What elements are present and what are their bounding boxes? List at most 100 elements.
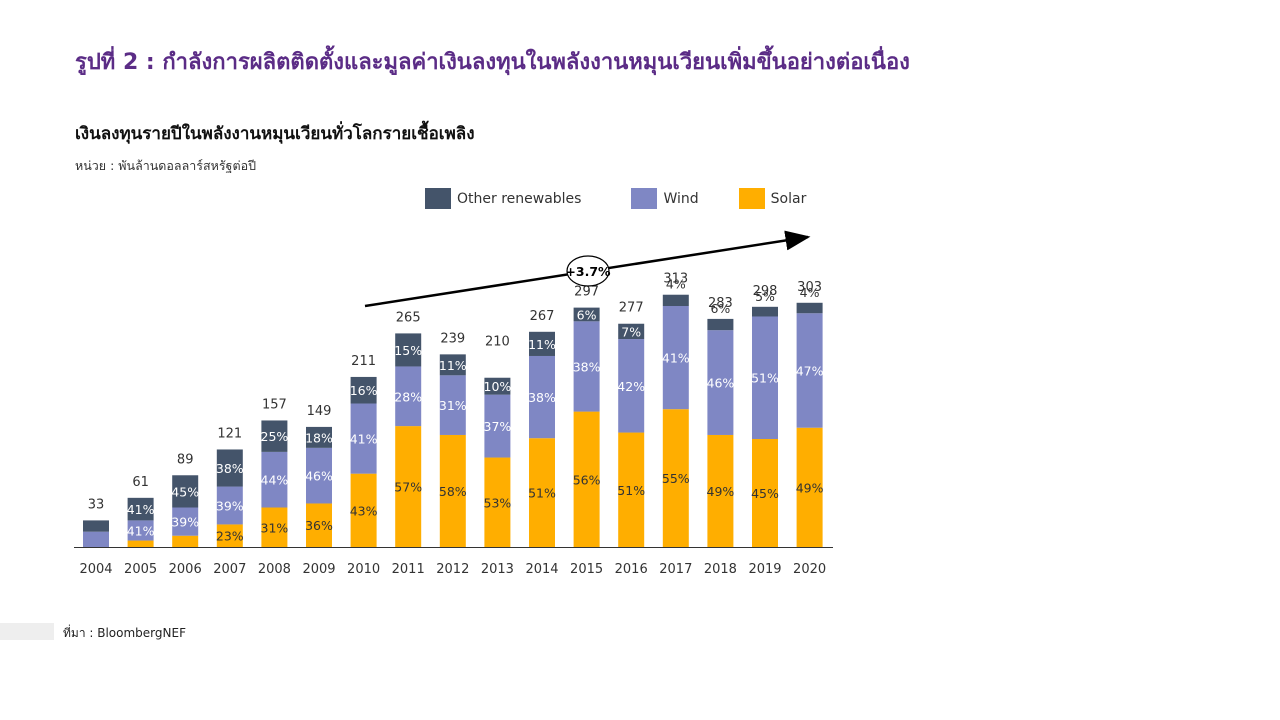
- bar-solar-2011: [395, 426, 422, 547]
- data-label-wind-2011: 28%: [394, 389, 422, 404]
- data-label-solar-2015: 56%: [573, 472, 601, 487]
- data-label-wind-2018: 46%: [707, 376, 735, 391]
- bar-wind-2012: [439, 375, 466, 435]
- source-bar: [0, 623, 54, 640]
- total-label-2020: 303: [797, 280, 822, 295]
- bar-solar-2018: [707, 434, 734, 547]
- total-label-2010: 211: [351, 354, 376, 369]
- x-tick-label-2008: 2008: [258, 562, 291, 577]
- data-label-other-2020: 4%: [800, 285, 820, 300]
- bar-other-2006: [172, 475, 199, 508]
- data-label-solar-2012: 58%: [439, 484, 467, 499]
- legend-label-wind: Wind: [663, 190, 699, 207]
- data-label-wind-2016: 42%: [617, 379, 645, 394]
- x-tick-label-2014: 2014: [525, 562, 558, 577]
- x-tick-label-2005: 2005: [124, 562, 157, 577]
- data-label-solar-2016: 51%: [617, 483, 645, 498]
- x-tick-label-2013: 2013: [481, 562, 514, 577]
- bar-wind-2017: [662, 306, 689, 410]
- data-label-other-2019: 5%: [755, 289, 775, 304]
- bar-wind-2019: [752, 316, 778, 439]
- bar-solar-2017: [662, 409, 689, 547]
- bar-wind-2011: [395, 366, 422, 427]
- x-tick-label-2019: 2019: [748, 562, 781, 577]
- total-label-2014: 267: [530, 309, 555, 324]
- bar-other-2018: [707, 318, 734, 331]
- data-label-solar-2020: 49%: [796, 480, 824, 495]
- unit-label: หน่วย : พันล้านดอลลาร์สหรัฐต่อปี: [75, 158, 257, 173]
- x-tick-label-2020: 2020: [793, 562, 826, 577]
- data-label-other-2007: 38%: [216, 461, 244, 476]
- x-tick-label-2006: 2006: [169, 562, 202, 577]
- total-label-2009: 149: [307, 404, 332, 419]
- data-label-solar-2011: 57%: [394, 480, 422, 495]
- data-label-wind-2010: 41%: [350, 432, 378, 447]
- bar-other-2005: [127, 497, 154, 521]
- total-label-2015: 297: [574, 285, 599, 300]
- bar-solar-2006: [172, 535, 199, 547]
- bar-other-2020: [796, 302, 823, 314]
- bar-other-2019: [752, 306, 778, 317]
- x-tick-label-2007: 2007: [213, 562, 246, 577]
- data-label-other-2005: 41%: [127, 502, 155, 517]
- bar-solar-2008: [261, 507, 288, 547]
- x-tick-label-2010: 2010: [347, 562, 380, 577]
- data-label-wind-2015: 38%: [573, 359, 601, 374]
- data-label-other-2016: 7%: [621, 324, 641, 339]
- bar-other-2012: [439, 354, 466, 376]
- bar-other-2016: [618, 323, 645, 340]
- data-label-other-2015: 6%: [577, 307, 597, 322]
- bar-solar-2020: [796, 427, 823, 547]
- bar-wind-2020: [796, 313, 823, 428]
- bar-solar-2009: [306, 503, 332, 547]
- legend-item-other: Other renewables: [425, 188, 581, 209]
- legend-label-solar: Solar: [770, 190, 807, 207]
- bar-solar-2012: [439, 434, 466, 547]
- legend-item-solar: Solar: [738, 188, 807, 209]
- total-label-2012: 239: [440, 331, 465, 346]
- total-label-2013: 210: [485, 335, 510, 350]
- total-label-2007: 121: [217, 426, 242, 441]
- x-tick-label-2011: 2011: [392, 562, 425, 577]
- source-label: ที่มา : BloombergNEF: [63, 626, 186, 640]
- data-label-solar-2013: 53%: [484, 495, 512, 510]
- x-tick-label-2017: 2017: [659, 562, 692, 577]
- bar-wind-2014: [529, 355, 555, 439]
- legend-swatch-wind: [631, 188, 658, 209]
- bar-other-2013: [484, 377, 511, 395]
- bar-other-2017: [662, 294, 689, 307]
- data-label-solar-2019: 45%: [751, 486, 779, 501]
- data-label-wind-2019: 51%: [751, 371, 779, 386]
- x-tick-label-2012: 2012: [436, 562, 469, 577]
- legend-item-wind: Wind: [631, 188, 699, 209]
- total-label-2017: 313: [663, 272, 688, 287]
- growth-badge: [566, 255, 610, 287]
- legend-label-other: Other renewables: [457, 190, 582, 207]
- data-label-solar-2010: 43%: [350, 503, 378, 518]
- total-label-2018: 283: [708, 296, 733, 311]
- bar-wind-2010: [350, 403, 377, 474]
- data-label-solar-2014: 51%: [528, 486, 556, 501]
- x-tick-label-2015: 2015: [570, 562, 603, 577]
- bar-other-2009: [306, 426, 332, 448]
- total-label-2004: 33: [88, 497, 105, 512]
- total-label-2008: 157: [262, 397, 287, 412]
- data-label-wind-2008: 44%: [261, 473, 289, 488]
- data-label-other-2014: 11%: [528, 337, 556, 352]
- bar-other-2004: [83, 520, 109, 532]
- data-label-wind-2006: 39%: [171, 515, 199, 530]
- chart-legend: Other renewables Wind Solar: [425, 188, 806, 209]
- bar-solar-2016: [618, 432, 645, 547]
- data-label-solar-2007: 23%: [216, 529, 244, 544]
- bar-wind-2018: [707, 330, 734, 435]
- data-label-other-2008: 25%: [261, 429, 289, 444]
- data-label-solar-2009: 36%: [305, 518, 333, 533]
- bar-other-2008: [261, 420, 288, 452]
- chart-title: เงินลงทุนรายปีในพลังงานหมุนเวียนทั่วโลกร…: [75, 124, 475, 144]
- bar-solar-2014: [529, 438, 555, 547]
- x-tick-label-2018: 2018: [704, 562, 737, 577]
- bar-wind-2015: [573, 321, 600, 412]
- x-tick-label-2016: 2016: [615, 562, 648, 577]
- data-label-other-2006: 45%: [171, 484, 199, 499]
